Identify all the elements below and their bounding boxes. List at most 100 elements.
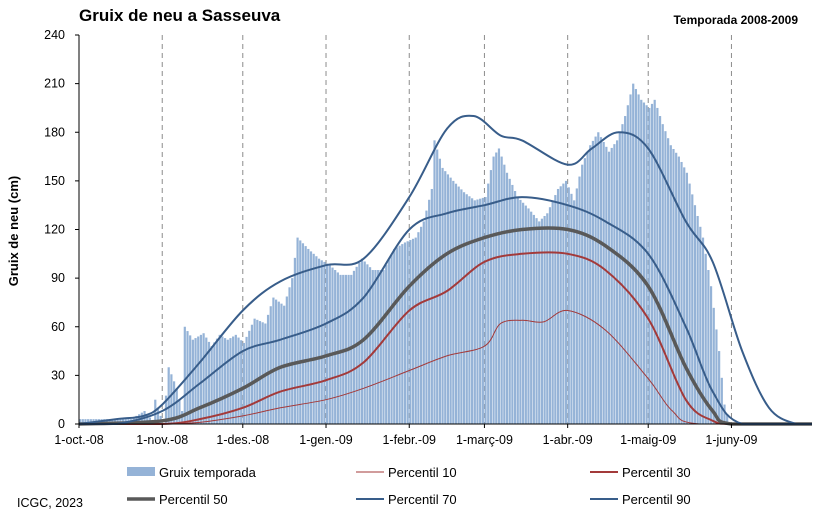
bar <box>385 264 388 424</box>
bar <box>334 270 337 424</box>
bar <box>726 414 729 424</box>
bar <box>675 152 678 424</box>
x-tick-label: 1-març-09 <box>456 433 513 447</box>
y-tick-label: 0 <box>58 417 65 431</box>
bar <box>234 334 237 424</box>
bar <box>202 333 205 424</box>
y-tick-label: 120 <box>44 223 65 237</box>
bar <box>197 336 200 424</box>
bar <box>677 156 680 424</box>
bar <box>618 132 621 424</box>
bar <box>409 240 412 424</box>
bar <box>108 419 111 424</box>
bar <box>564 180 568 425</box>
bar <box>691 194 694 424</box>
bar <box>476 199 479 424</box>
bar <box>688 183 691 424</box>
bar <box>304 246 307 424</box>
x-tick-label: 1-juny-09 <box>705 433 757 447</box>
bar <box>84 419 87 424</box>
bar <box>438 158 441 424</box>
chart-season: Temporada 2008-2009 <box>673 13 798 27</box>
bar <box>266 314 270 424</box>
bar <box>540 218 544 424</box>
line-p90 <box>78 114 812 425</box>
y-tick-label: 240 <box>44 28 65 42</box>
bar <box>546 213 549 424</box>
bar <box>522 202 525 424</box>
bar <box>328 265 331 424</box>
bar <box>669 145 672 424</box>
bar <box>562 183 565 424</box>
x-tick-label: 1-nov.-08 <box>136 433 188 447</box>
bar <box>232 336 235 424</box>
bar <box>269 306 272 424</box>
bar <box>382 270 385 424</box>
bar <box>256 319 259 424</box>
bar <box>511 184 514 424</box>
bar <box>215 338 219 424</box>
bar <box>586 151 589 424</box>
bar <box>468 196 471 424</box>
bar <box>393 248 396 424</box>
bar <box>599 137 603 425</box>
bar <box>301 243 305 424</box>
bar <box>667 138 670 424</box>
bar <box>87 419 90 424</box>
bar <box>715 329 718 424</box>
bar <box>519 199 522 424</box>
bar <box>701 237 705 424</box>
bar <box>317 258 321 424</box>
bar <box>433 140 436 424</box>
bar <box>487 183 490 424</box>
bar <box>444 171 447 424</box>
bar <box>387 259 390 424</box>
chart-title: Gruix de neu a Sasseuva <box>79 6 281 25</box>
bar <box>167 367 170 424</box>
bar <box>368 267 372 424</box>
bar <box>616 140 619 424</box>
bar <box>658 116 662 424</box>
bar <box>296 237 299 424</box>
bar <box>406 241 409 424</box>
bar <box>642 102 646 424</box>
legend-label-bars: Gruix temporada <box>159 465 257 480</box>
bar <box>602 141 605 425</box>
bar <box>489 170 492 424</box>
bar <box>594 136 597 424</box>
bar <box>570 193 573 424</box>
x-tick-label: 1-febr.-09 <box>382 433 436 447</box>
bar <box>712 307 715 424</box>
y-tick-labels: 0 30 60 90 120 150 180 210 240 <box>44 28 79 431</box>
bar <box>390 254 393 424</box>
bar <box>379 270 382 424</box>
bar <box>323 261 326 424</box>
bar <box>548 207 552 424</box>
bar <box>425 210 428 424</box>
legend-swatch-bars <box>127 467 155 476</box>
y-tick-label: 150 <box>44 174 65 188</box>
bar <box>632 83 635 425</box>
bar <box>524 205 527 424</box>
bar <box>299 240 302 424</box>
bar <box>245 336 248 424</box>
bar <box>194 338 197 424</box>
bar <box>213 342 216 424</box>
bar <box>516 197 519 424</box>
bar <box>401 244 404 424</box>
bar <box>460 189 463 424</box>
bar <box>275 299 278 424</box>
legend-label-p30: Percentil 30 <box>622 465 691 480</box>
bar <box>248 330 251 424</box>
bar <box>111 419 114 424</box>
bar <box>366 264 369 424</box>
bar <box>664 131 667 425</box>
bar <box>320 260 323 424</box>
bar <box>398 245 401 424</box>
bar <box>414 237 417 424</box>
bar <box>457 186 460 424</box>
bar <box>583 158 586 424</box>
bar <box>709 286 713 424</box>
bar <box>156 407 160 424</box>
legend-label-p50: Percentil 50 <box>159 492 228 507</box>
